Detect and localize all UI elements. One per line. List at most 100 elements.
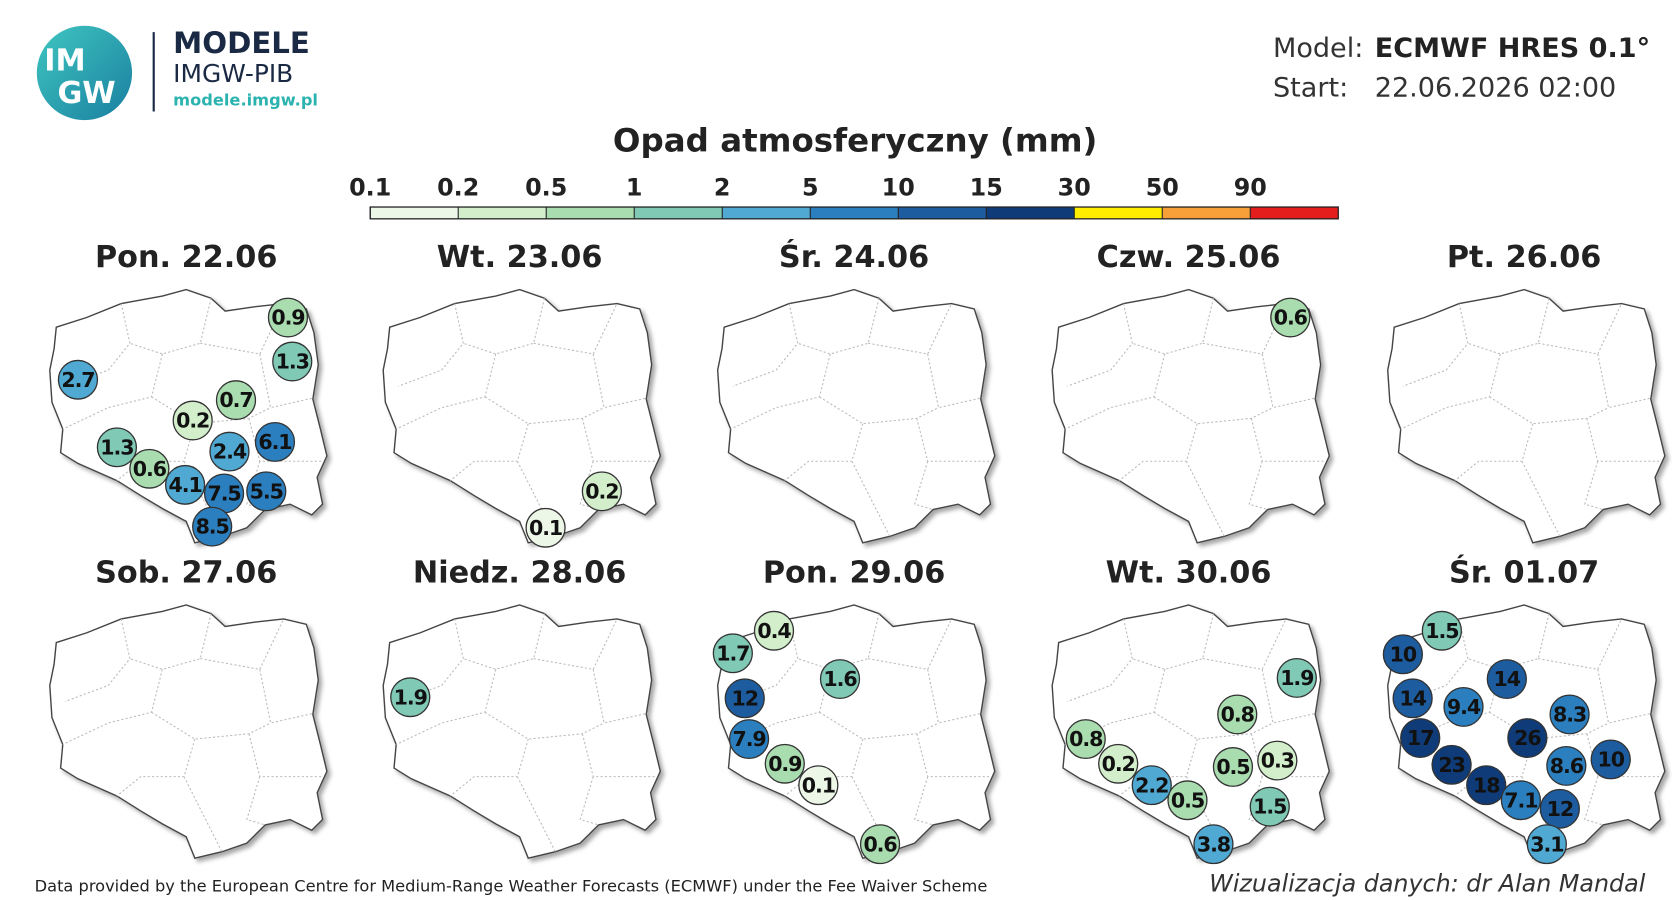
maps: Pon. 22.060.91.32.70.70.21.3 2.4 6.10.64.1… [50, 238, 1665, 865]
map-panel: Wt. 30.061.90.80.80.2 0.5 0.32.20.5 1.53.8 [1052, 555, 1329, 865]
map-outline [383, 605, 660, 858]
precip-marker [1270, 297, 1311, 338]
precip-label: 3.1 [1530, 832, 1563, 856]
logo-text: IM [44, 44, 85, 79]
model-info: Model: ECMWF HRES 0.1° Start: 22.06.2026… [1273, 33, 1650, 104]
map-title: Śr. 01.07 [1449, 553, 1599, 590]
precip-label: 8.5 [196, 515, 229, 539]
map-outline [383, 290, 660, 543]
legend-swatch [1249, 206, 1339, 220]
legend-swatch [457, 206, 547, 220]
precip-label: 0.5 [1216, 755, 1249, 779]
logo: IM GW MODELE IMGW-PIB modele.imgw.pl [36, 25, 318, 121]
precip-marker [1590, 739, 1631, 780]
precip-label: 14 [1494, 667, 1521, 691]
map-title: Wt. 30.06 [1106, 555, 1272, 590]
precip-marker [728, 719, 770, 760]
legend-swatch [721, 206, 811, 220]
precip-marker [798, 765, 839, 806]
map-title: Niedz. 28.06 [413, 555, 626, 590]
precip-marker [1131, 765, 1172, 806]
legend-tick-label: 0.2 [437, 173, 479, 201]
precip-marker [192, 506, 233, 547]
precip-marker [1392, 678, 1433, 719]
map-title: Wt. 23.06 [437, 240, 603, 275]
legend-swatch [633, 206, 723, 220]
precip-label: 0.1 [529, 516, 562, 540]
precip-marker [1217, 694, 1258, 735]
precip-marker [724, 678, 765, 719]
logo-badge [36, 25, 133, 121]
legend-tick-label: 0.5 [525, 173, 567, 201]
precip-marker [1249, 786, 1290, 827]
precip-label: 12 [732, 686, 758, 710]
precip-marker [246, 471, 287, 512]
precip-marker [96, 427, 138, 468]
legend-tick-label: 1 [626, 173, 643, 201]
precip-label: 0.9 [768, 752, 801, 776]
precip-marker [267, 297, 309, 338]
precip-label: 0.8 [1221, 703, 1254, 727]
precip-label: 0.4 [757, 619, 791, 643]
legend-tick-label: 30 [1058, 173, 1091, 201]
precip-marker [254, 422, 296, 462]
precip-label: 18 [1473, 773, 1499, 797]
precip-label: 17 [1407, 726, 1433, 750]
map-panel: Pon. 29.06 0.4 1.7 1.6 12 7.90.90.1 0.6 [712, 555, 994, 865]
precip-label: 8.3 [1553, 703, 1586, 727]
legend-tick-label: 15 [970, 173, 1003, 201]
model-label: Model: [1273, 33, 1363, 64]
precip-marker [753, 610, 795, 651]
precip-marker [209, 431, 250, 472]
legend-swatch [1073, 206, 1163, 220]
precip-marker [390, 677, 431, 718]
precip-label: 14 [1399, 686, 1426, 710]
precip-marker [581, 471, 622, 512]
precip-label: 1.5 [1425, 619, 1458, 643]
precip-marker [712, 633, 753, 674]
precip-label: 0.6 [133, 457, 167, 481]
precip-label: 10 [1390, 642, 1417, 666]
precip-marker [1212, 747, 1254, 787]
precip-marker [172, 400, 213, 441]
precip-label: 7.5 [207, 482, 240, 506]
map-title: Śr. 24.06 [779, 238, 929, 275]
precip-marker [819, 659, 861, 699]
precip-marker [1382, 634, 1424, 675]
map-panel: Pon. 22.06 0.9 1.3 2.7 0.7 0.2 1.3 2.4 6.1 0.64.1… [50, 240, 327, 547]
start-value: 22.06.2026 02:00 [1375, 73, 1617, 104]
precip-label: 0.9 [271, 306, 304, 330]
legend-swatch [545, 206, 635, 220]
map-panel: Wt. 23.06 0.2 0.1 [383, 240, 660, 548]
precip-marker [1167, 780, 1208, 821]
map-panel: Sob. 27.06 [50, 555, 327, 858]
precip-marker [1486, 659, 1527, 699]
brand-url: modele.imgw.pl [173, 90, 318, 109]
map-title: Sob. 27.06 [95, 555, 277, 590]
precip-marker [859, 824, 901, 865]
map-title: Pon. 22.06 [95, 240, 277, 275]
precip-marker [1400, 718, 1441, 758]
map-panel: Niedz. 28.06 1.9 [383, 555, 660, 858]
precip-label: 1.9 [394, 685, 427, 709]
precip-label: 26 [1514, 726, 1541, 750]
precip-marker [1098, 743, 1139, 784]
precip-label: 2.7 [61, 368, 94, 392]
precip-marker [272, 341, 313, 382]
precip-marker [1546, 745, 1587, 786]
legend-swatch [1161, 206, 1251, 220]
map-title: Czw. 25.06 [1097, 240, 1281, 275]
precip-marker [129, 448, 170, 489]
map-title: Pon. 29.06 [763, 555, 945, 590]
model-value: ECMWF HRES 0.1° [1375, 33, 1650, 64]
legend-title: Opad atmosferyczny (mm) [613, 122, 1097, 160]
start-label: Start: [1273, 73, 1348, 104]
legend-tick-label: 10 [882, 173, 915, 201]
legend-swatch [809, 206, 899, 220]
precip-marker [1065, 719, 1106, 760]
precip-label: 7.9 [732, 727, 765, 751]
legend-tick-label: 50 [1146, 173, 1179, 201]
precip-marker [1500, 780, 1542, 821]
precip-marker [1443, 686, 1484, 727]
